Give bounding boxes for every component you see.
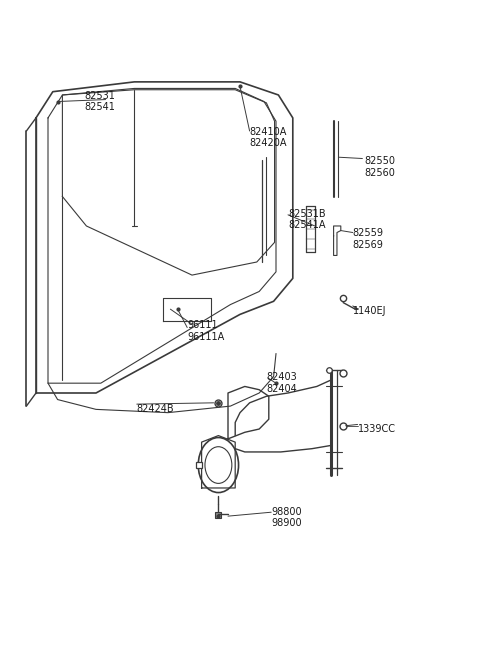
Text: 96111
96111A: 96111 96111A [187,320,225,341]
Text: 82403
82404: 82403 82404 [266,373,297,394]
Text: 82424B: 82424B [137,404,174,415]
Text: 1140EJ: 1140EJ [353,306,386,316]
Text: 82531B
82541A: 82531B 82541A [288,209,325,230]
Text: 82550
82560: 82550 82560 [365,157,396,178]
Text: 1339CC: 1339CC [358,424,396,434]
Text: 82531
82541: 82531 82541 [84,91,115,112]
Text: 82410A
82420A: 82410A 82420A [250,127,287,148]
Text: 82559
82569: 82559 82569 [353,229,384,250]
Text: 98800
98900: 98800 98900 [271,507,302,528]
